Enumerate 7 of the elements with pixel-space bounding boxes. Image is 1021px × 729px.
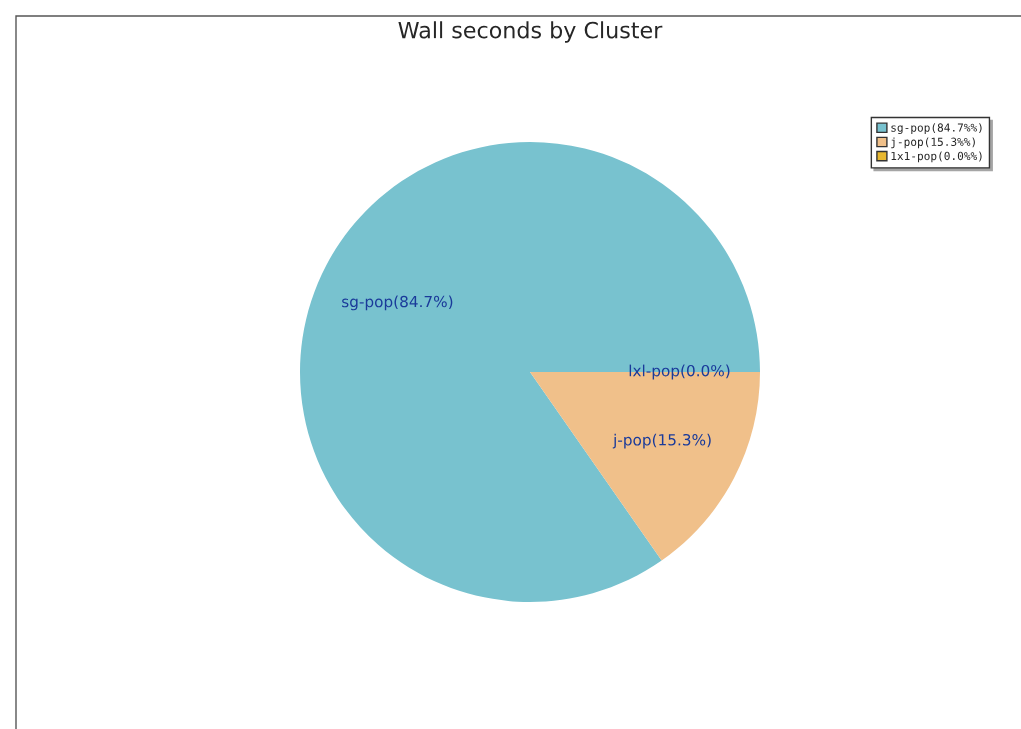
data-label: sg-pop(84.7%): [342, 295, 453, 311]
chart-title: Wall seconds by Cluster: [398, 21, 663, 43]
legend-label: sg-pop(84.7%%): [891, 123, 982, 134]
legend-label: 1x1-pop(0.0%%): [891, 151, 982, 163]
legend-label: j-pop(15.3%%): [891, 137, 975, 149]
pie-slice: [300, 142, 760, 602]
data-label: j-pop(15.3%): [612, 433, 711, 449]
